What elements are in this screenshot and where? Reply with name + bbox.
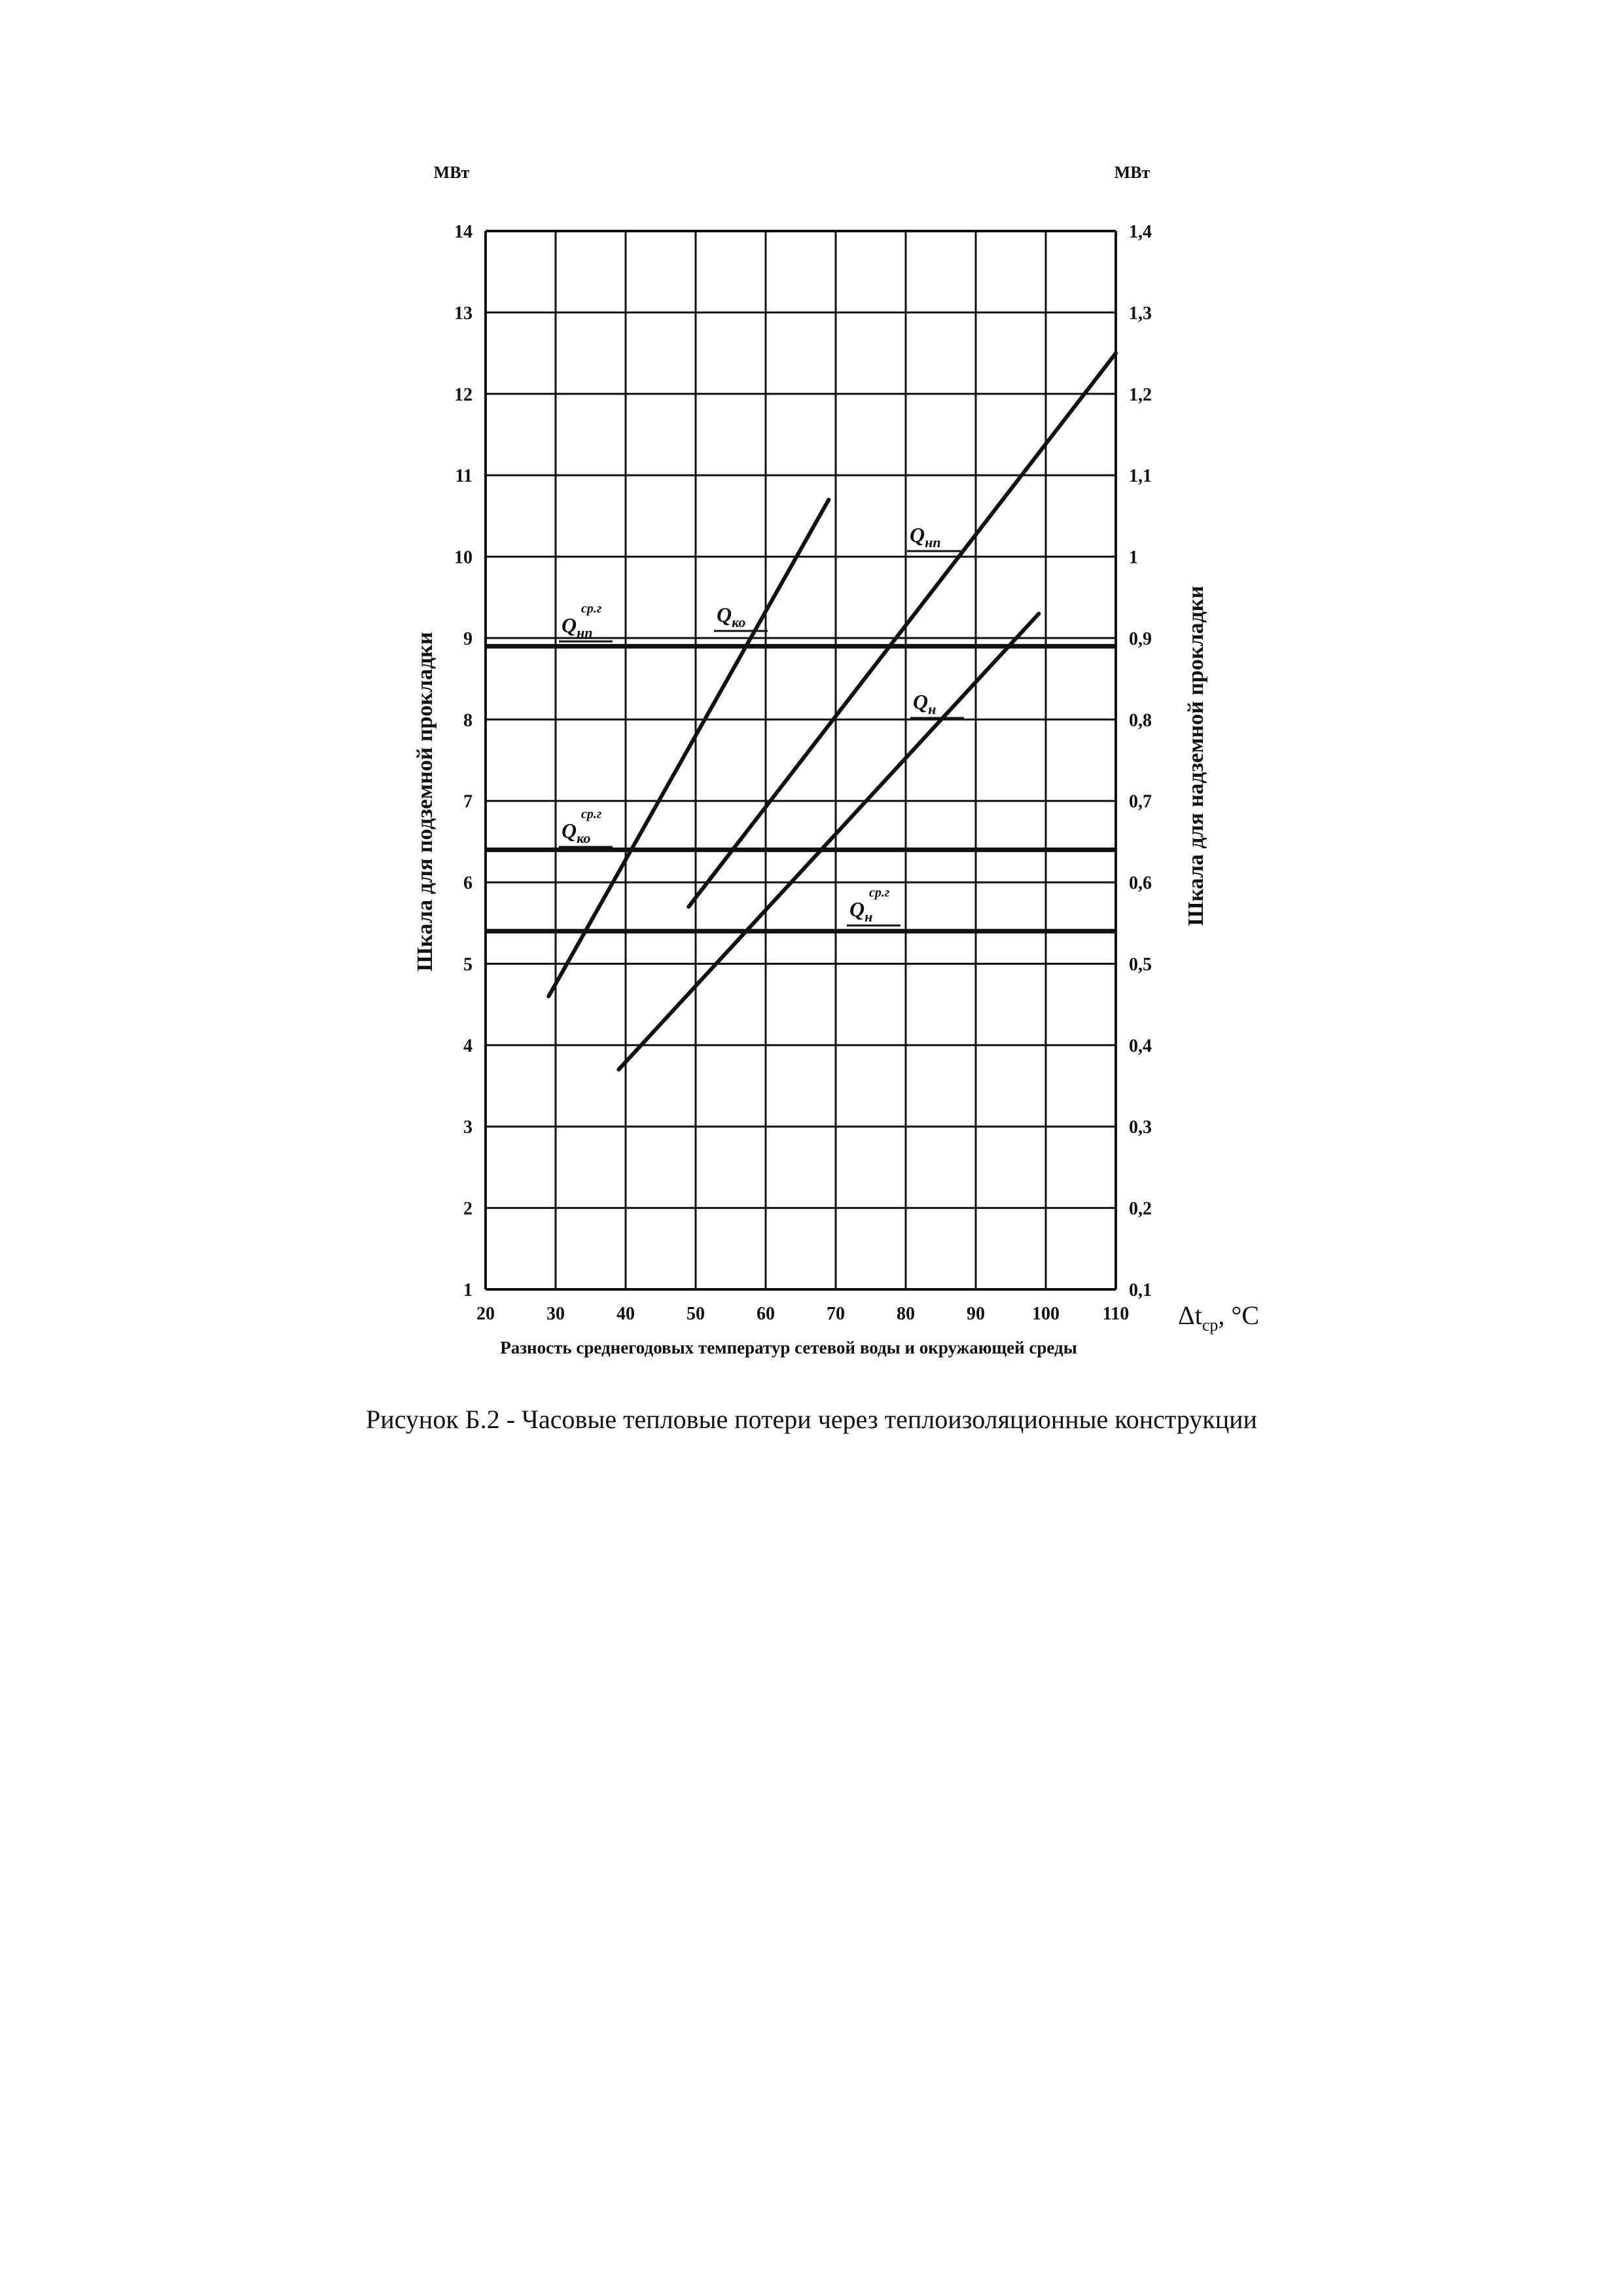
curve-label-qn-avg-text: Qн ср.г <box>849 886 889 925</box>
y-tick-label-left: 3 <box>463 1117 473 1138</box>
curve-label-qn-avg: Qн ср.г <box>847 886 901 927</box>
y-tick-label-left: 11 <box>455 466 473 486</box>
curve-label-letter: Q <box>849 897 865 921</box>
curve-label-subscript: н <box>865 908 872 925</box>
x-axis-label: Разность среднегодовых температур сетево… <box>500 1338 1077 1357</box>
figure-caption: Рисунок Б.2 - Часовые тепловые потери че… <box>366 1405 1257 1434</box>
y-tick-label-right: 0,9 <box>1129 629 1152 649</box>
x-tick-label: 80 <box>897 1304 915 1324</box>
x-tick-label: 70 <box>827 1304 845 1324</box>
y-tick-label-left: 4 <box>463 1036 473 1056</box>
x-unit-subscript: ср <box>1202 1316 1219 1335</box>
y-tick-label-right: 1,1 <box>1129 466 1152 486</box>
x-tick-label: 30 <box>546 1304 565 1324</box>
y-tick-label-left: 10 <box>454 548 473 568</box>
y-tick-label-right: 0,5 <box>1129 954 1152 975</box>
x-unit-symbol: Δt <box>1178 1300 1202 1330</box>
curve-label-letter: Q <box>717 603 732 626</box>
y-axis-label-left: Шкала для подземной прокладки <box>413 632 437 972</box>
x-tick-label: 110 <box>1103 1304 1129 1324</box>
y-tick-label-left: 7 <box>463 792 473 812</box>
y-tick-label-left: 2 <box>463 1199 473 1219</box>
series-line-qnp <box>687 351 1118 909</box>
y-tick-label-right: 1,2 <box>1129 385 1152 405</box>
series-lines <box>546 351 1118 1072</box>
y-tick-label-left: 5 <box>463 954 473 975</box>
y-tick-label-left: 9 <box>463 629 473 649</box>
curve-label-qnp-text: Qнп <box>910 523 941 550</box>
x-tick-label: 40 <box>616 1304 635 1324</box>
x-unit-suffix: , °C <box>1218 1300 1259 1330</box>
x-tick-label: 60 <box>757 1304 775 1324</box>
curve-label-qn: Qн <box>910 690 964 719</box>
y-tick-label-left: 14 <box>454 222 473 242</box>
x-axis-unit: Δtср, °C <box>1178 1300 1259 1335</box>
y-tick-label-right: 1 <box>1129 548 1138 568</box>
curve-label-subscript: нп <box>577 624 592 641</box>
curve-label-subscript: н <box>928 701 936 717</box>
y-tick-label-right: 0,8 <box>1129 710 1152 730</box>
curve-label-letter: Q <box>562 819 577 842</box>
series-line-qn <box>616 611 1041 1072</box>
curve-label-qko-text: Qко <box>717 603 745 630</box>
y-tick-label-right: 0,7 <box>1129 792 1152 812</box>
curve-label-qn-text: Qн <box>913 690 936 717</box>
curve-label-qnp-avg: Qнп ср.г <box>559 601 613 643</box>
y-tick-label-right: 0,2 <box>1129 1199 1152 1219</box>
y-tick-label-left: 6 <box>463 873 473 893</box>
y-tick-label-left: 1 <box>463 1280 473 1300</box>
curve-label-qko: Qко <box>714 603 768 632</box>
y-unit-right: МВт <box>1115 163 1150 182</box>
y-axis-label-right: Шкала для надземной прокладки <box>1184 586 1208 926</box>
grid <box>484 230 1117 1291</box>
curve-label-superscript: ср.г <box>581 807 601 821</box>
x-tick-label: 100 <box>1032 1304 1060 1324</box>
curve-label-qnp: Qнп <box>907 523 961 552</box>
y-tick-label-right: 0,6 <box>1129 873 1152 893</box>
y-tick-label-left: 8 <box>463 710 473 730</box>
curve-label-letter: Q <box>913 690 928 713</box>
curve-label-qko-avg: Qко ср.г <box>559 807 613 848</box>
series-line-qko <box>546 497 831 999</box>
curve-label-letter: Q <box>562 613 577 637</box>
curve-label-superscript: ср.г <box>581 601 601 616</box>
y-tick-label-right: 1,3 <box>1129 303 1152 323</box>
curve-label-qko-avg-text: Qко ср.г <box>562 807 601 846</box>
curve-label-superscript: ср.г <box>869 886 889 900</box>
curve-label-subscript: ко <box>577 830 590 846</box>
y-tick-label-left: 13 <box>454 303 473 323</box>
y-unit-left: МВт <box>434 163 470 182</box>
y-tick-label-left: 12 <box>454 385 473 405</box>
reference-lines <box>486 643 1116 934</box>
x-tick-label: 20 <box>476 1304 495 1324</box>
y-tick-label-right: 0,4 <box>1129 1036 1152 1056</box>
curve-label-subscript: нп <box>925 534 940 550</box>
x-tick-label: 50 <box>687 1304 705 1324</box>
y-tick-label-right: 0,1 <box>1129 1280 1152 1300</box>
curve-label-letter: Q <box>910 523 925 547</box>
curve-label-subscript: ко <box>732 614 745 630</box>
curve-label-qnp-avg-text: Qнп ср.г <box>562 601 601 641</box>
y-tick-label-right: 1,4 <box>1129 222 1152 242</box>
x-tick-label: 90 <box>967 1304 985 1324</box>
y-tick-label-right: 0,3 <box>1129 1117 1152 1138</box>
